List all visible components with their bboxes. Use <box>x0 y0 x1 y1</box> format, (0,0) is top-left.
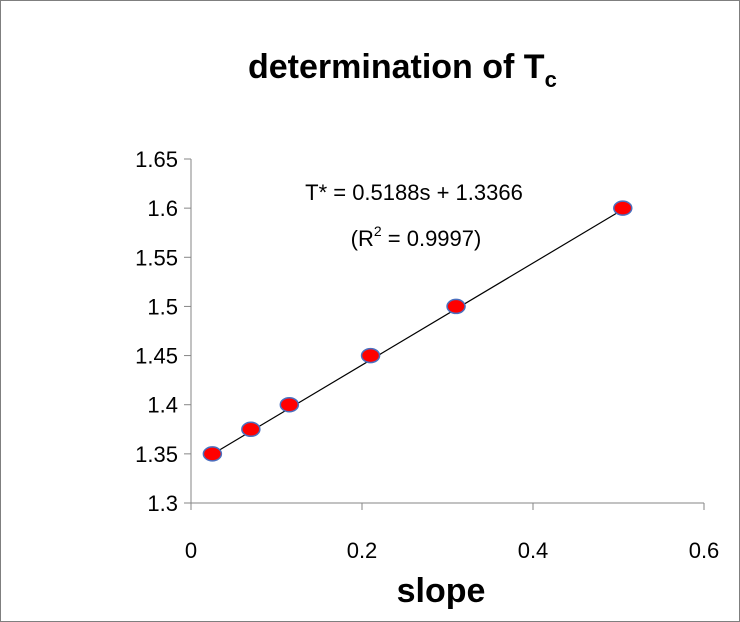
chart-title: determination of Tc <box>248 48 557 92</box>
trendline-group <box>212 209 624 455</box>
data-point <box>279 396 300 413</box>
data-point <box>241 421 261 438</box>
axes <box>190 159 704 504</box>
chart-title-subscript: c <box>545 67 557 92</box>
y-tick-label: 1.5 <box>147 294 178 319</box>
x-axis-label: slope <box>397 572 486 610</box>
data-points <box>202 200 633 462</box>
data-point <box>446 298 466 315</box>
y-tick-label: 1.65 <box>135 147 178 172</box>
r2-superscript: 2 <box>374 223 382 239</box>
y-tick-label: 1.45 <box>135 344 178 369</box>
x-tick-label: 0.6 <box>689 538 720 563</box>
r2-suffix: = 0.9997) <box>382 226 482 251</box>
r2-prefix: (R <box>351 226 374 251</box>
y-tick-label: 1.4 <box>147 393 178 418</box>
y-tick-label: 1.6 <box>147 196 178 221</box>
x-tick-label: 0.2 <box>347 538 378 563</box>
y-tick-label: 1.35 <box>135 442 178 467</box>
y-tick-label: 1.55 <box>135 245 178 270</box>
y-axis-ticks: 1.3 1.35 1.4 1.45 1.5 1.55 1.6 1.65 <box>135 147 191 516</box>
r-squared-annotation: (R2 = 0.9997) <box>351 223 482 251</box>
x-axis-ticks: 0 0.2 0.4 0.6 <box>185 503 719 563</box>
data-point <box>613 200 633 216</box>
data-point <box>202 446 223 462</box>
trendline-equation: T* = 0.5188s + 1.3366 <box>305 180 523 205</box>
x-tick-label: 0.4 <box>518 538 549 563</box>
data-point <box>360 347 381 364</box>
y-tick-label: 1.3 <box>147 491 178 516</box>
x-tick-label: 0 <box>185 538 197 563</box>
trendline <box>212 209 624 455</box>
chart-title-main: determination of T <box>248 48 545 86</box>
